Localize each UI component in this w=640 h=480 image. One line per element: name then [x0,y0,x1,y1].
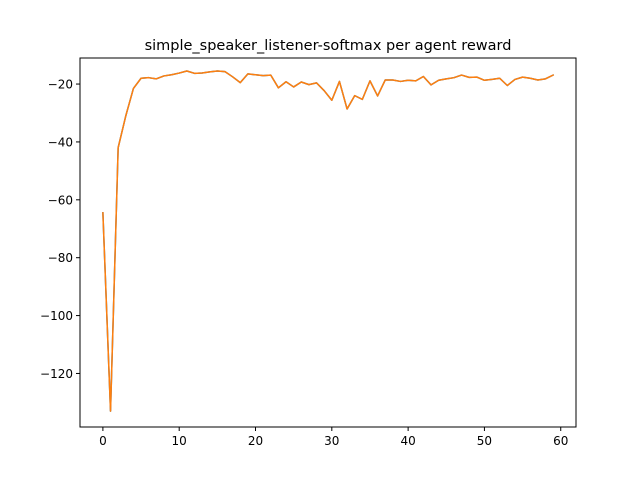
x-tick-label-0: 0 [99,434,107,448]
plot-frame [79,57,577,428]
x-tick-label-5: 50 [477,434,492,448]
y-tick-label-3: −60 [48,193,73,207]
series-layer [102,70,555,412]
x-tick-label-2: 20 [248,434,263,448]
y-tick-label-2: −80 [48,251,73,265]
series-line-1 [102,70,555,412]
x-axis: 0 10 20 30 40 50 60 [99,427,568,448]
x-tick-label-6: 60 [553,434,568,448]
chart-title: simple_speaker_listener-softmax per agen… [145,38,512,54]
x-tick-label-4: 40 [400,434,415,448]
y-tick-label-0: −120 [40,367,73,381]
x-tick-label-3: 30 [324,434,339,448]
x-tick-label-1: 10 [172,434,187,448]
y-tick-label-4: −40 [48,135,73,149]
y-axis: −120 −100 −80 −60 −40 −20 [40,78,80,381]
y-tick-label-1: −100 [40,309,73,323]
y-tick-label-5: −20 [48,78,73,92]
